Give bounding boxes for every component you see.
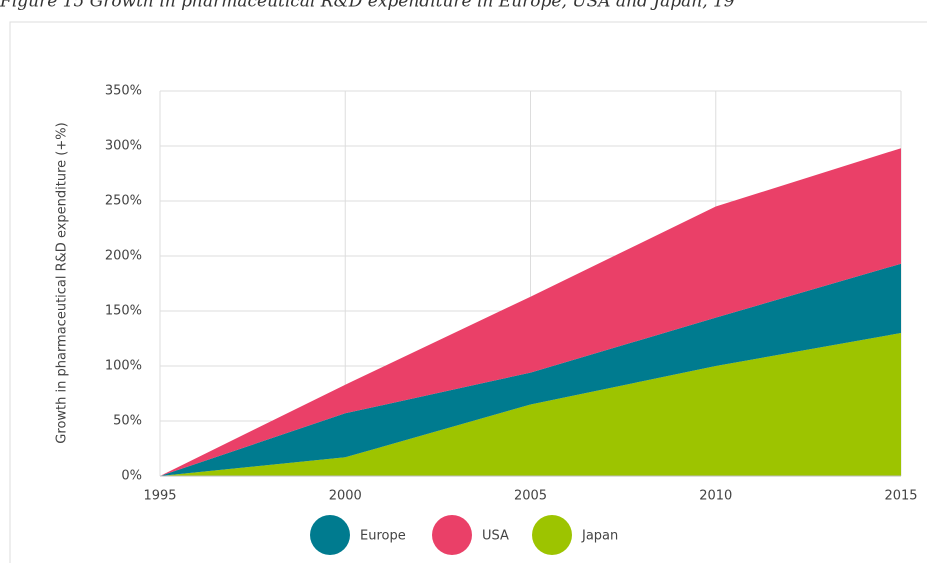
y-tick-label: 100% bbox=[105, 359, 142, 374]
frame bbox=[9, 21, 927, 563]
y-tick-label: 250% bbox=[105, 194, 142, 209]
x-tick-label: 2005 bbox=[514, 489, 547, 504]
x-tick-label: 2000 bbox=[329, 489, 362, 504]
y-tick-label: 200% bbox=[105, 249, 142, 264]
y-tick-label: 350% bbox=[105, 84, 142, 99]
legend-icon bbox=[532, 515, 572, 555]
legend-icon bbox=[310, 515, 350, 555]
y-tick-label: 0% bbox=[121, 469, 142, 484]
legend-icon bbox=[432, 515, 472, 555]
y-axis-label: Growth in pharmaceutical R&D expenditure… bbox=[55, 122, 70, 443]
legend-label: Japan bbox=[581, 529, 618, 544]
area bbox=[160, 263, 901, 476]
legend-label: USA bbox=[482, 529, 509, 544]
legend-label: Europe bbox=[360, 529, 406, 544]
y-tick-label: 150% bbox=[105, 304, 142, 319]
x-tick-label: 2010 bbox=[699, 489, 732, 504]
y-tick-label: 300% bbox=[105, 139, 142, 154]
area bbox=[160, 148, 901, 476]
chart-title: Figure 15 Growth in pharmaceutical R&D e… bbox=[0, 0, 735, 12]
y-tick-label: 50% bbox=[113, 414, 142, 429]
x-tick-label: 2015 bbox=[884, 489, 917, 504]
x-tick-label: 1995 bbox=[143, 489, 176, 504]
